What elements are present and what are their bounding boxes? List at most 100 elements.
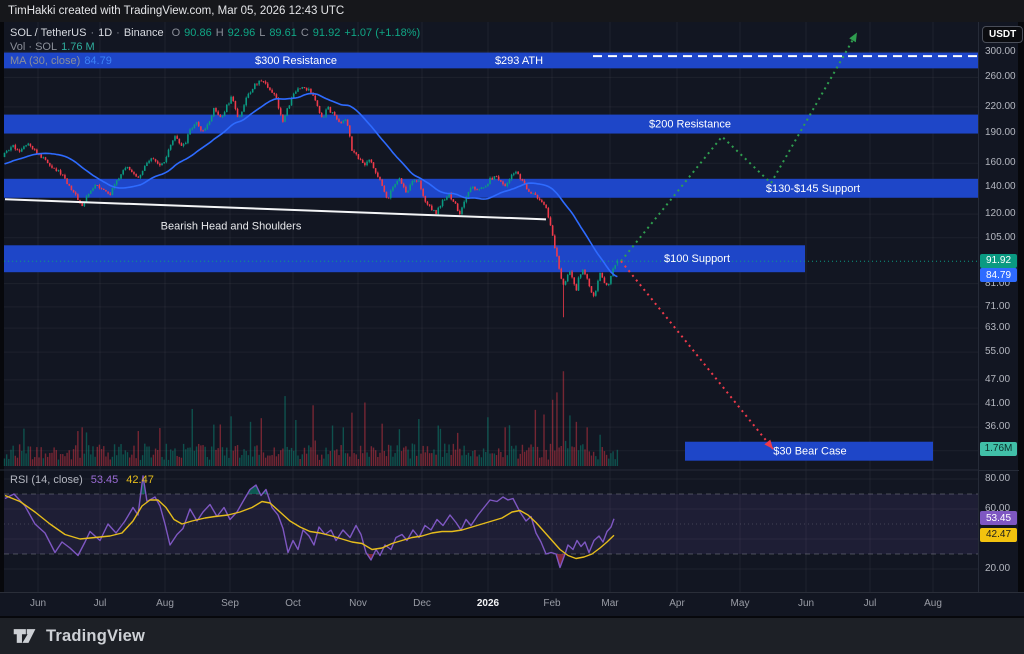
ma30-line[interactable] [4,92,618,278]
volume-bar [96,446,98,466]
volume-bar [273,447,275,466]
volume-bar [497,448,500,466]
candle-body [74,192,77,195]
candle-body [184,142,187,145]
head-and-shoulders-label[interactable]: Bearish Head and Shoulders [161,220,302,232]
rsi-line[interactable] [4,475,615,569]
candle-body [217,111,219,115]
candle-body [614,265,617,269]
rsi-legend[interactable]: RSI (14, close) 53.45 42.47 [10,474,154,486]
candle-body [139,174,142,178]
volume-bar [362,453,364,466]
volume-bar [562,371,565,466]
currency-toggle-button[interactable]: USDT [982,26,1024,43]
candle-body [463,201,465,208]
neckline-trendline[interactable] [4,198,547,221]
bear-projection-arrow-head [764,439,773,449]
candle-body [23,146,25,150]
volume-bar [77,431,79,466]
volume-bar [526,450,528,466]
candle-body [297,88,299,92]
volume-bar [288,449,291,466]
volume-bar [264,457,267,466]
ma-value: 84.79 [84,55,112,67]
volume-bar [543,414,545,466]
time-axis[interactable]: Jun Jul Aug Sep Oct Nov Dec 2026 Feb Mar Apr May Jun… [0,592,1024,616]
chart-plot-area[interactable]: $300 Resistance $293 ATH $200 Resistance $1… [0,22,978,592]
candle-body [435,210,437,215]
volume-bar [329,451,332,466]
rsi-ma-line[interactable] [4,494,615,560]
symbol-legend-row[interactable]: SOL / TetherUS · 1D · Binance O 90.86 H … [10,26,420,40]
price-level-band[interactable] [4,245,805,273]
volume-legend-row[interactable]: Vol · SOL 1.76 M [10,40,420,54]
candle-body [266,83,269,88]
chart-legend[interactable]: SOL / TetherUS · 1D · Binance O 90.86 H … [10,26,420,68]
candle-body [77,194,79,201]
candle-body [269,87,271,91]
volume-bar [377,456,379,466]
tradingview-logo-icon[interactable] [12,625,38,647]
volume-bar [189,447,191,466]
volume-bar [297,455,299,466]
volume-bar [219,424,221,466]
time-axis-label: Jul [93,598,107,609]
candle-body [279,108,282,115]
volume-bar [487,417,489,466]
candle-body [156,161,159,164]
volume-bar [14,455,16,466]
price-axis-label: 55.00 [985,346,1011,358]
candle-body [143,166,146,171]
volume-bar [305,453,308,466]
axis-badge-volume: 1.76M [980,441,1017,456]
candle-body [338,119,340,122]
volume-bar [472,450,474,466]
candle-body [467,191,470,197]
price-axis[interactable]: USDT 300.00 260.00 220.00 190.00 160.00 140.0… [978,22,1024,592]
volume-bar [230,416,232,466]
candle-body [176,136,178,139]
volume-bar [254,446,256,466]
volume-bar [495,455,498,466]
volume-bar [36,447,38,466]
volume-bar [605,454,608,466]
pane-divider [979,470,1019,471]
candle-body [454,201,457,204]
candle-body [14,145,17,150]
candle-body [295,91,297,94]
volume-bar [331,425,334,466]
volume-bar [310,447,312,466]
volume-bar [245,450,247,466]
ma-legend-row[interactable]: MA (30, close) 84.79 [10,54,420,68]
candle-body [100,188,103,189]
candle-body [484,186,487,188]
candle-body [135,173,137,177]
volume-bar [139,459,142,466]
candle-body [359,159,362,161]
candle-body [111,188,114,196]
volume-bar [450,454,452,466]
candle-body [221,116,224,117]
candle-body [303,87,306,88]
volume-bar [198,443,200,466]
volume-bar [105,456,107,466]
volume-bar [236,445,239,466]
volume-bar [541,457,543,466]
bear-projection-arrow[interactable] [620,260,774,450]
candle-body [273,92,276,95]
tradingview-brand-text[interactable]: TradingView [46,626,146,645]
rsi-ma-value: 42.47 [126,474,154,486]
candle-body [474,186,476,190]
candle-body [213,107,215,117]
time-axis-label: Aug [924,598,942,609]
candle-body [564,281,567,285]
volume-bar [49,453,51,466]
price-level-band[interactable] [4,114,978,134]
volume-bar [241,455,243,466]
price-level-band[interactable] [4,178,978,198]
volume-bar [169,449,172,466]
candle-body [489,177,491,185]
volume-bar [165,443,168,466]
price-level-band[interactable] [685,441,933,461]
candle-body [500,180,502,182]
